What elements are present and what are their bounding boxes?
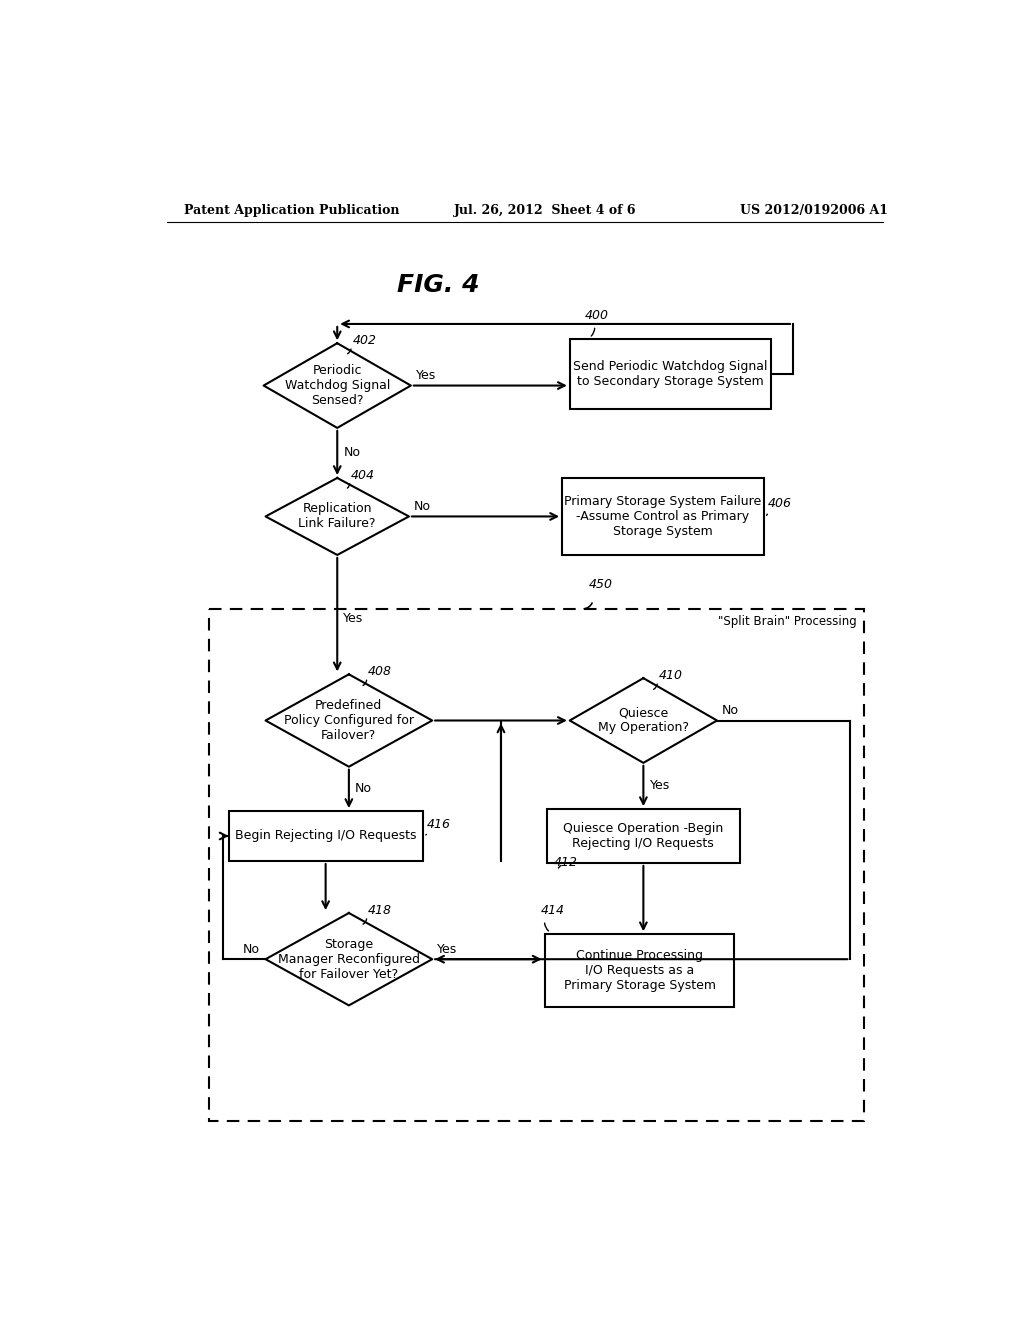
Bar — [547, 809, 740, 863]
Text: 404: 404 — [351, 469, 375, 482]
Text: Begin Rejecting I/O Requests: Begin Rejecting I/O Requests — [234, 829, 417, 842]
Bar — [209, 609, 864, 1121]
Text: Continue Processing
I/O Requests as a
Primary Storage System: Continue Processing I/O Requests as a Pr… — [563, 949, 716, 993]
Bar — [228, 810, 423, 861]
Text: US 2012/0192006 A1: US 2012/0192006 A1 — [740, 205, 888, 218]
Text: Jul. 26, 2012  Sheet 4 of 6: Jul. 26, 2012 Sheet 4 of 6 — [454, 205, 636, 218]
Text: 406: 406 — [767, 498, 792, 511]
Text: Quiesce
My Operation?: Quiesce My Operation? — [598, 706, 689, 734]
Text: Quiesce Operation -Begin
Rejecting I/O Requests: Quiesce Operation -Begin Rejecting I/O R… — [563, 822, 724, 850]
Text: Storage
Manager Reconfigured
for Failover Yet?: Storage Manager Reconfigured for Failove… — [278, 937, 420, 981]
Text: No: No — [414, 500, 430, 513]
Text: No: No — [722, 705, 738, 717]
Text: 402: 402 — [352, 334, 377, 347]
Text: 410: 410 — [658, 669, 683, 682]
Text: Yes: Yes — [416, 370, 436, 383]
Text: Yes: Yes — [343, 612, 364, 624]
Bar — [545, 935, 734, 1007]
Text: Periodic
Watchdog Signal
Sensed?: Periodic Watchdog Signal Sensed? — [285, 364, 390, 407]
Text: Yes: Yes — [437, 942, 457, 956]
Text: No: No — [355, 783, 372, 796]
Text: 414: 414 — [541, 904, 564, 917]
Text: Patent Application Publication: Patent Application Publication — [183, 205, 399, 218]
Bar — [562, 478, 764, 554]
Text: 418: 418 — [369, 904, 392, 917]
Text: 400: 400 — [586, 309, 609, 322]
Text: 450: 450 — [589, 578, 613, 591]
Text: 416: 416 — [426, 818, 451, 832]
Text: Yes: Yes — [649, 779, 670, 792]
Text: "Split Brain" Processing: "Split Brain" Processing — [718, 615, 856, 628]
Text: 412: 412 — [554, 857, 579, 869]
Text: No: No — [343, 446, 360, 459]
Text: Predefined
Policy Configured for
Failover?: Predefined Policy Configured for Failove… — [284, 700, 414, 742]
Text: FIG. 4: FIG. 4 — [396, 273, 479, 297]
Bar — [569, 339, 771, 409]
Text: Primary Storage System Failure
-Assume Control as Primary
Storage System: Primary Storage System Failure -Assume C… — [564, 495, 762, 539]
Text: Replication
Link Failure?: Replication Link Failure? — [299, 503, 376, 531]
Text: Send Periodic Watchdog Signal
to Secondary Storage System: Send Periodic Watchdog Signal to Seconda… — [573, 360, 768, 388]
Text: 408: 408 — [369, 665, 392, 678]
Text: No: No — [243, 942, 259, 956]
